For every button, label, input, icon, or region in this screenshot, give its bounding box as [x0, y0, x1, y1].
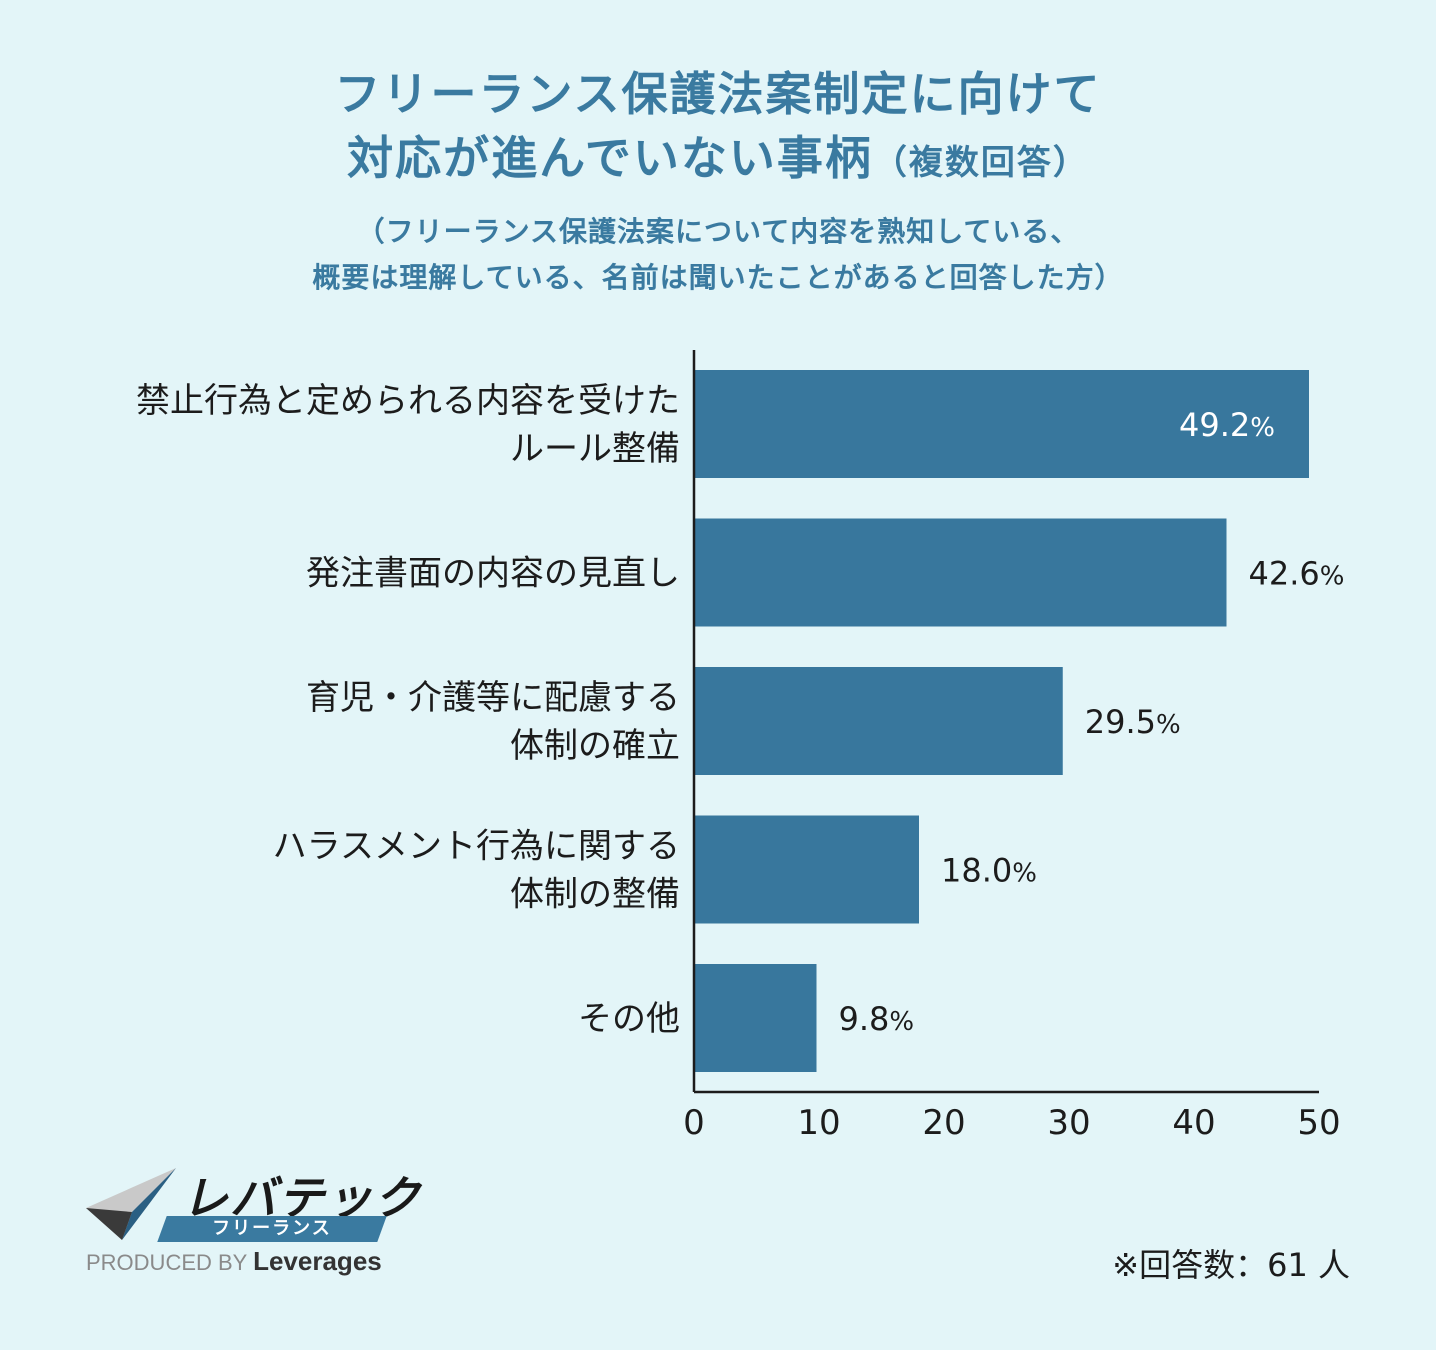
category-label-2-1: 体制の確立 [510, 726, 680, 766]
bar-2 [694, 667, 1063, 775]
produced-by-text: PRODUCED BY [86, 1250, 247, 1275]
category-label-3-0: ハラスメント行為に関する [273, 827, 680, 867]
produced-by: PRODUCED BY Leverages [86, 1246, 382, 1277]
bar-3 [694, 815, 919, 924]
chart-title-line1: フリーランス保護法案制定に向けて [334, 67, 1102, 121]
category-label-4-0: その他 [578, 999, 680, 1039]
subtitle-line1: （フリーランス保護法案について内容を熟知している、 [356, 215, 1080, 248]
category-label-2-0: 育児・介護等に配慮する [306, 678, 680, 718]
logo-mark-icon [86, 1168, 176, 1240]
leverages-logo: レバテック フリーランス PRODUCED BY Leverages [86, 1160, 420, 1280]
value-label-suffix-0: % [1250, 413, 1275, 443]
subtitle-line2: 概要は理解している、名前は聞いたことがあると回答した方） [312, 261, 1124, 294]
respondent-count-note: ※回答数：61 人 [1112, 1246, 1350, 1284]
bar-0 [694, 370, 1309, 478]
value-label-suffix-3: % [1012, 859, 1037, 889]
x-tick-label-5: 50 [1297, 1103, 1340, 1143]
category-label-0-1: ルール整備 [510, 429, 680, 469]
x-tick-label-2: 20 [922, 1103, 965, 1143]
produced-brand: Leverages [253, 1246, 382, 1276]
value-label-2: 29.5% [1085, 703, 1181, 741]
chart-title-line2: 対応が進んでいない事柄（複数回答） [0, 122, 1436, 188]
value-label-4: 9.8% [839, 1000, 915, 1038]
x-tick-label-1: 10 [797, 1103, 840, 1143]
value-label-0: 49.2% [1179, 406, 1275, 444]
x-tick-label-3: 30 [1047, 1103, 1090, 1143]
value-label-suffix-4: % [889, 1007, 914, 1037]
bar-4 [694, 964, 817, 1072]
value-label-suffix-1: % [1320, 562, 1345, 592]
logo-sub: フリーランス [212, 1218, 332, 1239]
category-label-1-0: 発注書面の内容の見直し [306, 554, 680, 594]
value-label-1: 42.6% [1249, 555, 1345, 593]
chart-title-main: 対応が進んでいない事柄 [347, 131, 873, 185]
chart-title-paren: （複数回答） [872, 143, 1089, 183]
category-label-0-0: 禁止行為と定められる内容を受けた [136, 381, 680, 421]
category-label-3-1: 体制の整備 [510, 875, 680, 915]
x-tick-label-0: 0 [683, 1103, 705, 1143]
x-tick-label-4: 40 [1172, 1103, 1215, 1143]
value-label-3: 18.0% [941, 852, 1037, 890]
value-label-suffix-2: % [1156, 710, 1181, 740]
bar-1 [694, 518, 1227, 627]
